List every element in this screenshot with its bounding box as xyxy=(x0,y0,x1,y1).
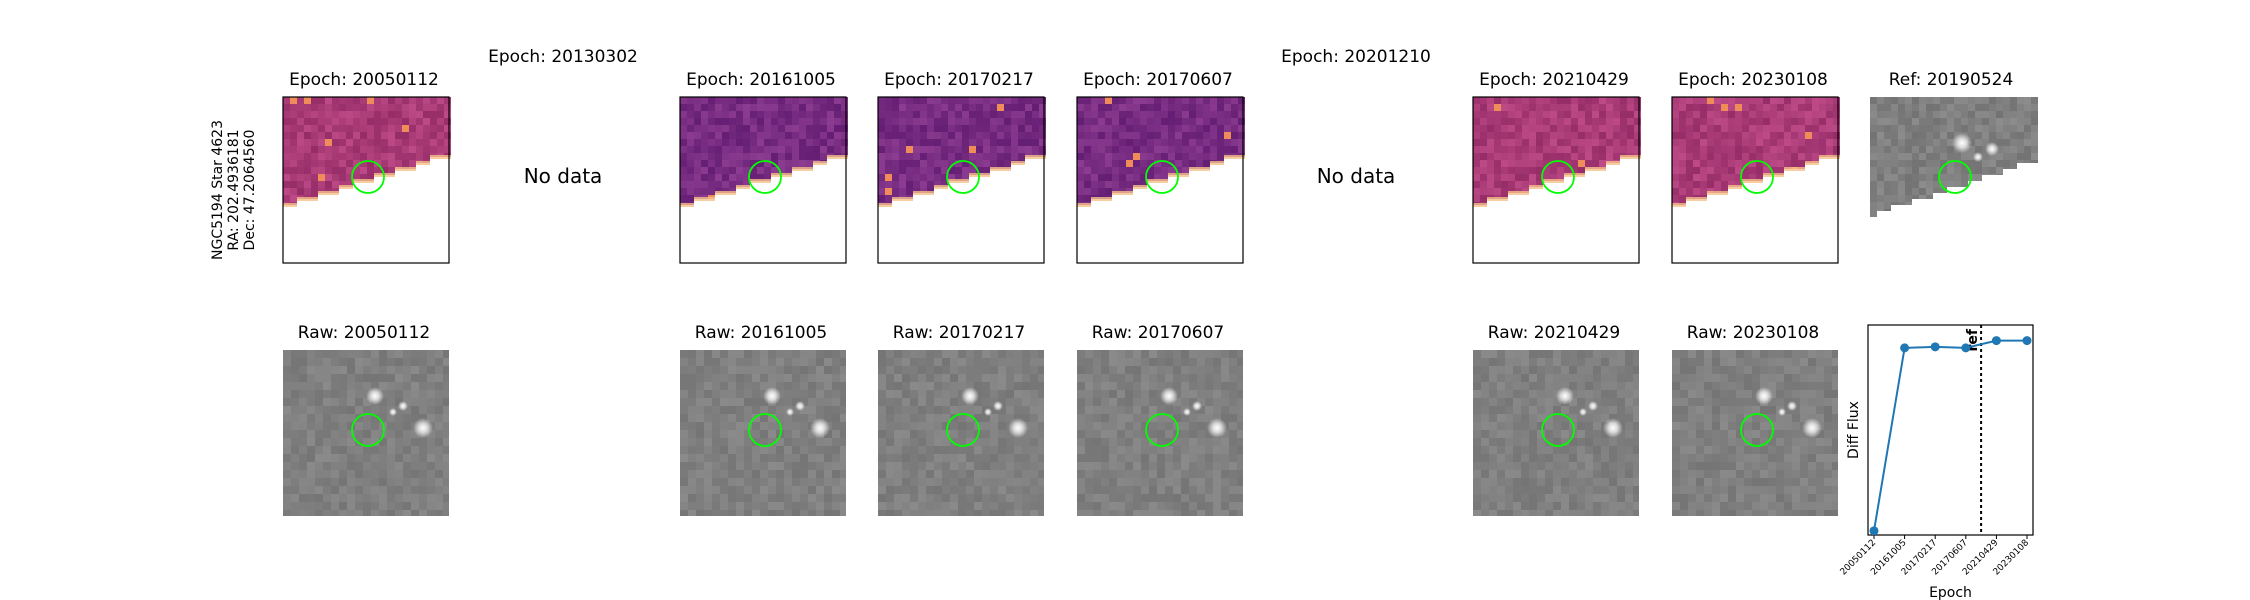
target-circle xyxy=(1740,413,1774,447)
diff-title-1: Epoch: 20130302 xyxy=(488,47,638,67)
target-circle xyxy=(1541,160,1575,194)
ref-star xyxy=(1952,133,1972,153)
raw-star xyxy=(1008,418,1028,438)
raw-panel-3 xyxy=(878,350,1044,516)
raw-panel-7 xyxy=(1672,350,1838,516)
raw-star xyxy=(398,401,408,411)
diff-title-0: Epoch: 20050112 xyxy=(289,70,439,90)
diff-panel-6 xyxy=(1472,96,1641,264)
raw-title-5: Raw: 20230108 xyxy=(1686,323,1820,343)
raw-star xyxy=(1787,401,1797,411)
raw-star xyxy=(993,401,1003,411)
diff-title-5: Epoch: 20201210 xyxy=(1281,47,1431,67)
raw-title-0: Raw: 20050112 xyxy=(297,323,431,343)
data-point xyxy=(1869,526,1879,536)
diff-title-7: Epoch: 20230108 xyxy=(1678,70,1828,90)
data-point xyxy=(1900,343,1910,353)
raw-star xyxy=(786,408,794,416)
diff-panel-2 xyxy=(679,96,848,264)
target-circle xyxy=(1740,160,1774,194)
x-axis-label: Epoch xyxy=(1929,585,1972,600)
raw-star xyxy=(1802,418,1822,438)
target-circle xyxy=(351,413,385,447)
diff-frame xyxy=(679,96,847,264)
raw-title-2: Raw: 20170217 xyxy=(892,323,1026,343)
lightcurve-axes xyxy=(1867,324,2034,536)
data-point xyxy=(1961,343,1971,353)
raw-star xyxy=(795,401,805,411)
target-circle xyxy=(946,160,980,194)
diff-frame xyxy=(282,96,450,264)
raw-star xyxy=(413,418,433,438)
diff-panel-7 xyxy=(1671,96,1840,264)
y-axis-label: Diff Flux xyxy=(1846,401,1862,459)
raw-panel-6 xyxy=(1473,350,1639,516)
diff-title-3: Epoch: 20170217 xyxy=(884,70,1034,90)
raw-star xyxy=(1183,408,1191,416)
target-circle xyxy=(1145,160,1179,194)
diff-frame xyxy=(1076,96,1244,264)
target-circle xyxy=(1938,160,1972,194)
diff-frame xyxy=(1671,96,1839,264)
ref-panel xyxy=(1870,97,2038,217)
diff-flux-line xyxy=(1873,339,2027,532)
diff-frame xyxy=(877,96,1045,264)
raw-star xyxy=(961,387,979,405)
raw-panel-2 xyxy=(680,350,846,516)
target-circle xyxy=(748,160,782,194)
data-point xyxy=(1991,336,2001,346)
raw-star xyxy=(810,418,830,438)
target-circle xyxy=(351,160,385,194)
raw-star xyxy=(763,387,781,405)
raw-star xyxy=(1603,418,1623,438)
diff-panel-4 xyxy=(1076,96,1245,264)
diff-title-2: Epoch: 20161005 xyxy=(686,70,836,90)
raw-panel-0 xyxy=(283,350,449,516)
raw-star xyxy=(1207,418,1227,438)
nodata-text-1: No data xyxy=(523,164,603,188)
data-point xyxy=(1930,342,1940,352)
raw-star xyxy=(984,408,992,416)
target-circle xyxy=(946,413,980,447)
raw-title-4: Raw: 20210429 xyxy=(1487,323,1621,343)
raw-star xyxy=(1192,401,1202,411)
ref-title: Ref: 20190524 xyxy=(1888,70,2014,90)
raw-star xyxy=(1160,387,1178,405)
diff-panel-3 xyxy=(877,96,1046,264)
raw-star xyxy=(366,387,384,405)
raw-star xyxy=(389,408,397,416)
raw-star xyxy=(1778,408,1786,416)
ref-star xyxy=(1985,142,1999,156)
raw-title-1: Raw: 20161005 xyxy=(694,323,828,343)
raw-title-3: Raw: 20170607 xyxy=(1091,323,1225,343)
raw-star xyxy=(1556,387,1574,405)
target-circle xyxy=(1145,413,1179,447)
raw-star xyxy=(1588,401,1598,411)
ref-star xyxy=(1973,152,1983,162)
nodata-text-5: No data xyxy=(1316,164,1396,188)
target-circle xyxy=(748,413,782,447)
diff-title-4: Epoch: 20170607 xyxy=(1083,70,1233,90)
raw-star xyxy=(1755,387,1773,405)
raw-panel-4 xyxy=(1077,350,1243,516)
raw-star xyxy=(1579,408,1587,416)
target-circle xyxy=(1541,413,1575,447)
diff-frame xyxy=(1472,96,1640,264)
diff-panel-0 xyxy=(282,96,451,264)
diff-title-6: Epoch: 20210429 xyxy=(1479,70,1629,90)
data-point xyxy=(2022,336,2032,346)
